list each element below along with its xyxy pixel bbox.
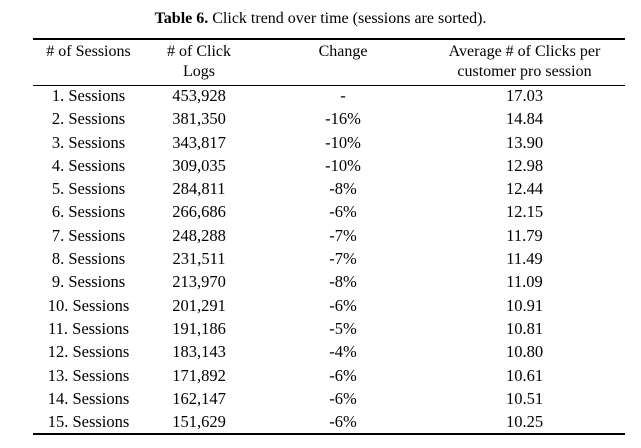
- cell-sessions: 15. Sessions: [47, 412, 130, 432]
- header-change: Change: [262, 42, 424, 82]
- header-average-clicks-line-2: customer pro session: [457, 63, 592, 80]
- table-bottom-rule: [33, 433, 625, 435]
- cell-click-logs: 213,970: [172, 272, 226, 292]
- table-caption: Table 6. Click trend over time (sessions…: [0, 9, 641, 29]
- cell-click-logs: 191,186: [172, 318, 226, 338]
- cell-change: -6%: [329, 412, 357, 432]
- table-body: 1. Sessions 453,928 - 17.03 2. Sessions 381,3…: [0, 84, 641, 433]
- header-average-clicks-line-1: Average # of Clicks per: [448, 43, 601, 60]
- cell-change: -: [340, 86, 346, 105]
- table-row: 2. Sessions 381,350 -16% 14.84: [0, 107, 641, 130]
- cell-sessions: 13. Sessions: [47, 365, 130, 385]
- cell-click-logs: 266,686: [172, 202, 226, 222]
- table-row: 14. Sessions 162,147 -6% 10.51: [0, 387, 641, 410]
- header-click-logs: # of Click Logs: [150, 42, 248, 82]
- header-sessions-line: # of Sessions: [46, 43, 131, 60]
- cell-average-clicks: 10.91: [505, 295, 544, 315]
- cell-average-clicks: 11.79: [506, 225, 543, 245]
- cell-sessions: 4. Sessions: [51, 155, 126, 175]
- cell-average-clicks: 11.09: [506, 272, 543, 292]
- cell-average-clicks: 13.90: [505, 132, 544, 152]
- table-row: 7. Sessions 248,288 -7% 11.79: [0, 224, 641, 247]
- cell-change: -6%: [329, 388, 357, 408]
- table-row: 1. Sessions 453,928 - 17.03: [0, 84, 641, 107]
- cell-change: -7%: [329, 225, 357, 245]
- cell-sessions: 5. Sessions: [51, 179, 126, 199]
- cell-click-logs: 201,291: [172, 295, 226, 315]
- cell-change: -6%: [329, 295, 357, 315]
- cell-change: -5%: [329, 318, 357, 338]
- cell-sessions: 1. Sessions: [51, 86, 126, 105]
- cell-average-clicks: 10.81: [505, 318, 544, 338]
- cell-click-logs: 171,892: [172, 365, 226, 385]
- cell-sessions: 14. Sessions: [47, 388, 130, 408]
- cell-sessions: 8. Sessions: [51, 249, 126, 269]
- table-row: 15. Sessions 151,629 -6% 10.25: [0, 410, 641, 433]
- cell-change: -8%: [329, 179, 357, 199]
- cell-click-logs: 453,928: [172, 86, 226, 105]
- table-row: 6. Sessions 266,686 -6% 12.15: [0, 200, 641, 223]
- cell-click-logs: 162,147: [172, 388, 226, 408]
- cell-change: -10%: [325, 155, 361, 175]
- cell-sessions: 7. Sessions: [51, 225, 126, 245]
- cell-sessions: 2. Sessions: [51, 109, 126, 129]
- cell-click-logs: 343,817: [172, 132, 226, 152]
- cell-sessions: 11. Sessions: [48, 318, 129, 338]
- header-change-line: Change: [318, 43, 368, 60]
- cell-average-clicks: 10.80: [505, 342, 544, 362]
- cell-click-logs: 248,288: [172, 225, 226, 245]
- cell-average-clicks: 10.51: [505, 388, 544, 408]
- table-row: 5. Sessions 284,811 -8% 12.44: [0, 177, 641, 200]
- cell-change: -16%: [325, 109, 361, 129]
- cell-sessions: 3. Sessions: [51, 132, 126, 152]
- cell-click-logs: 231,511: [172, 249, 226, 269]
- cell-change: -8%: [329, 272, 357, 292]
- cell-click-logs: 151,629: [172, 412, 226, 432]
- cell-average-clicks: 11.49: [506, 249, 543, 269]
- header-average-clicks: Average # of Clicks per customer pro ses…: [424, 42, 625, 82]
- cell-average-clicks: 12.15: [505, 202, 544, 222]
- table-row: 12. Sessions 183,143 -4% 10.80: [0, 340, 641, 363]
- table-caption-label: Table 6.: [154, 10, 209, 27]
- cell-sessions: 12. Sessions: [47, 342, 130, 362]
- header-click-logs-line-2: Logs: [183, 63, 215, 80]
- cell-average-clicks: 10.25: [505, 412, 544, 432]
- table-row: 3. Sessions 343,817 -10% 13.90: [0, 131, 641, 154]
- cell-change: -6%: [329, 365, 357, 385]
- table-row: 11. Sessions 191,186 -5% 10.81: [0, 317, 641, 340]
- cell-average-clicks: 10.61: [505, 365, 544, 385]
- header-sessions: # of Sessions: [33, 42, 144, 82]
- cell-sessions: 10. Sessions: [47, 295, 130, 315]
- cell-change: -6%: [329, 202, 357, 222]
- cell-sessions: 9. Sessions: [51, 272, 126, 292]
- header-click-logs-line-1: # of Click: [167, 43, 231, 60]
- cell-average-clicks: 12.98: [505, 155, 544, 175]
- cell-sessions: 6. Sessions: [51, 202, 126, 222]
- header-rule: [33, 85, 625, 86]
- table-row: 13. Sessions 171,892 -6% 10.61: [0, 364, 641, 387]
- table-top-rule: [33, 38, 625, 40]
- cell-change: -7%: [329, 249, 357, 269]
- cell-average-clicks: 14.84: [505, 109, 544, 129]
- cell-click-logs: 381,350: [172, 109, 226, 129]
- cell-change: -4%: [329, 342, 357, 362]
- table-row: 9. Sessions 213,970 -8% 11.09: [0, 270, 641, 293]
- table-row: 4. Sessions 309,035 -10% 12.98: [0, 154, 641, 177]
- cell-change: -10%: [325, 132, 361, 152]
- table-row: 8. Sessions 231,511 -7% 11.49: [0, 247, 641, 270]
- cell-click-logs: 284,811: [172, 179, 226, 199]
- table-row: 10. Sessions 201,291 -6% 10.91: [0, 294, 641, 317]
- cell-average-clicks: 17.03: [505, 86, 544, 105]
- cell-click-logs: 309,035: [172, 155, 226, 175]
- cell-click-logs: 183,143: [172, 342, 226, 362]
- cell-average-clicks: 12.44: [505, 179, 544, 199]
- table-caption-text: Click trend over time (sessions are sort…: [208, 10, 487, 27]
